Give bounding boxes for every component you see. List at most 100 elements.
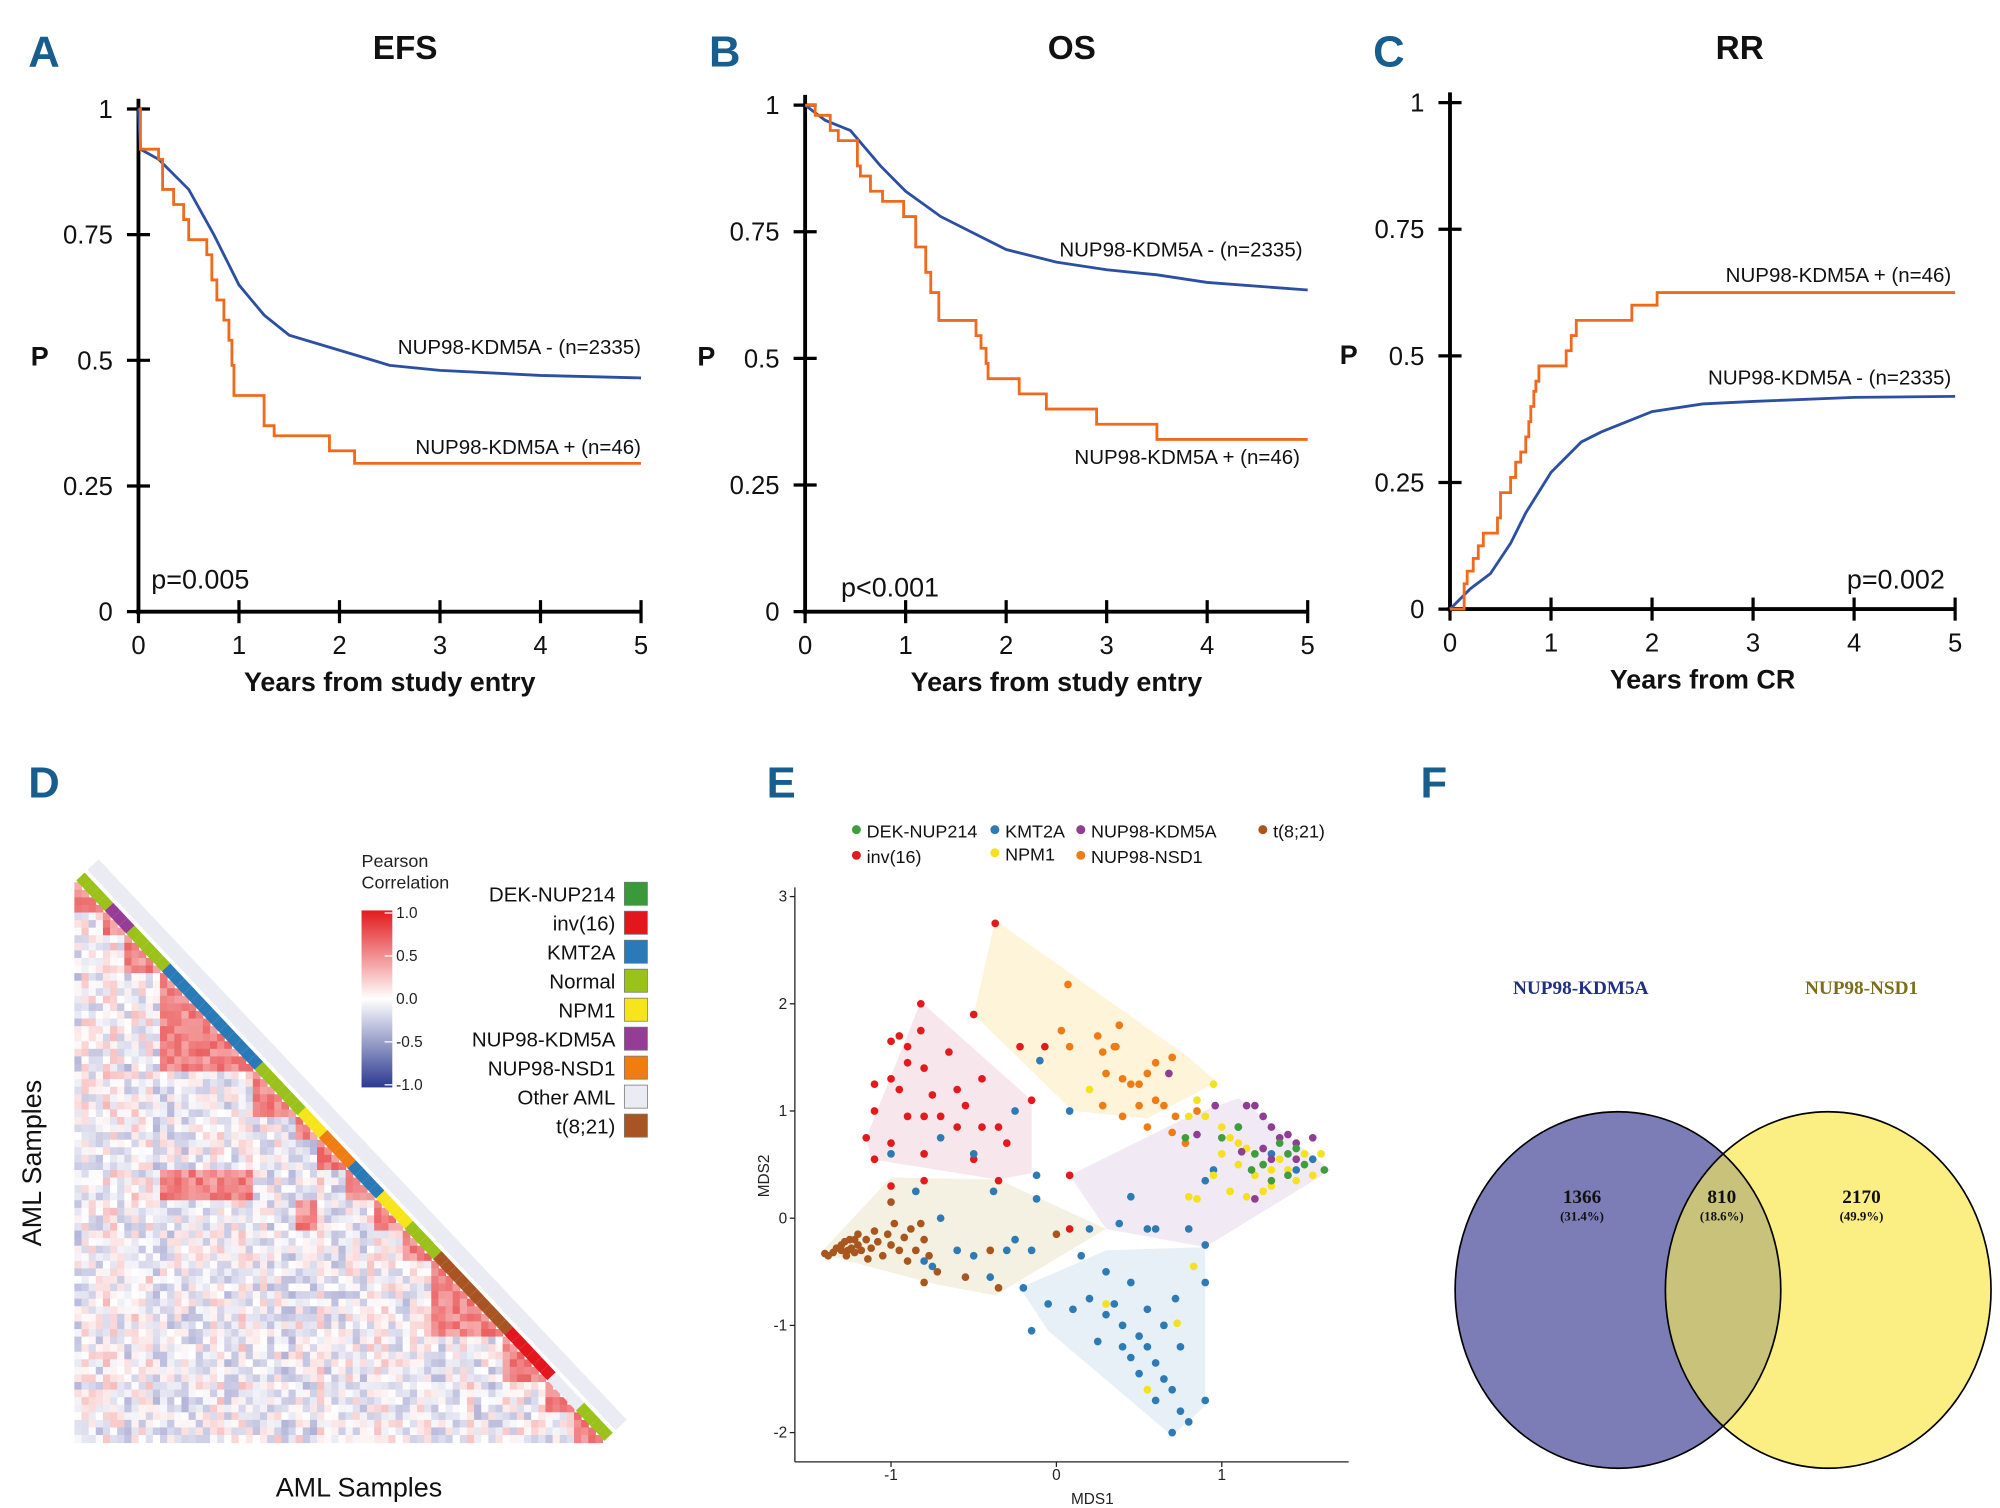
heatmap-cell (202, 1018, 211, 1027)
annotation-band-cell (533, 1357, 549, 1373)
annotation-band-other (273, 1056, 292, 1075)
heatmap-cell (459, 1412, 468, 1421)
heatmap-cell (466, 1344, 475, 1353)
annotation-band-other (422, 1215, 442, 1234)
heatmap-cell (152, 1003, 161, 1012)
annotation-band-other (515, 1313, 535, 1332)
heatmap-cell (502, 1412, 511, 1421)
panel-label-b: B (709, 29, 740, 77)
heatmap-cell (509, 1382, 518, 1391)
heatmap-cell (274, 1245, 282, 1254)
heatmap-cell (188, 1018, 197, 1027)
heatmap-cell (267, 1366, 275, 1375)
heatmap-cell (288, 1404, 297, 1413)
heatmap-cell (274, 1162, 282, 1171)
heatmap-cell (295, 1207, 304, 1216)
heatmap-cell (566, 1404, 575, 1413)
heatmap-cell (338, 1412, 347, 1421)
heatmap-cell (352, 1389, 361, 1398)
panel-c-title: RR (1716, 30, 1764, 67)
heatmap-cell (138, 1010, 147, 1020)
heatmap-cell (309, 1382, 318, 1391)
heatmap-cell (302, 1162, 311, 1171)
heatmap-cell (88, 950, 97, 959)
heatmap-cell (524, 1374, 532, 1383)
heatmap-cell (209, 1139, 218, 1148)
heatmap-cell (195, 1419, 204, 1428)
panel-label-a: A (28, 29, 59, 77)
heatmap-cell (74, 1010, 83, 1020)
heatmap-cell (152, 1116, 161, 1126)
heatmap-cell (231, 1260, 240, 1269)
heatmap-cell (95, 1154, 104, 1163)
heatmap-cell (359, 1260, 368, 1269)
heatmap-cell (309, 1435, 318, 1444)
heatmap-cell (138, 1389, 147, 1398)
heatmap-cell (352, 1366, 361, 1375)
heatmap-cell (281, 1185, 290, 1194)
heatmap-cell (188, 1245, 197, 1254)
data-point (1151, 1359, 1160, 1367)
heatmap-cell (267, 1132, 275, 1141)
heatmap-cell (224, 1215, 232, 1224)
annotation-band-other (294, 1078, 313, 1098)
annotation-band-cell (354, 1167, 371, 1184)
heatmap-cell (267, 1374, 275, 1383)
x-tick-label: 2 (332, 632, 346, 660)
heatmap-cell (124, 942, 132, 951)
heatmap-cell (352, 1351, 361, 1360)
heatmap-cell (424, 1412, 432, 1421)
heatmap-cell (138, 1207, 147, 1216)
heatmap-cell (81, 1344, 90, 1353)
heatmap-cell (131, 1177, 140, 1186)
heatmap-cell (281, 1245, 290, 1254)
heatmap-cell (188, 1260, 197, 1269)
heatmap-cell (181, 1238, 190, 1247)
heatmap-cell (209, 1056, 218, 1065)
heatmap-cell (252, 1321, 261, 1330)
heatmap-cell (217, 1086, 225, 1095)
heatmap-cell (474, 1321, 482, 1330)
heatmap-cell (388, 1351, 397, 1360)
heatmap-cell (245, 1382, 254, 1391)
data-point (1247, 1166, 1256, 1174)
heatmap-cell (302, 1132, 311, 1141)
heatmap-cell (124, 1177, 132, 1186)
heatmap-cell (274, 1276, 282, 1285)
heatmap-cell (259, 1139, 268, 1148)
heatmap-cell (131, 1079, 140, 1088)
heatmap-cell (245, 1276, 254, 1285)
data-point (890, 1219, 899, 1228)
heatmap-cell (452, 1291, 461, 1300)
series-NPM1 (1085, 1080, 1325, 1394)
legend-swatch (623, 1055, 648, 1080)
heatmap-cell (309, 1344, 318, 1353)
y-tick-label: -2 (774, 1425, 788, 1442)
data-point (900, 1233, 909, 1242)
heatmap-cell (302, 1435, 311, 1444)
heatmap-cell (181, 1245, 190, 1254)
heatmap-cell (160, 1200, 168, 1209)
heatmap-cell (102, 1215, 111, 1224)
heatmap-cell (74, 1177, 83, 1186)
data-point (1308, 1171, 1317, 1180)
curve-label: NUP98-KDM5A + (n=46) (415, 436, 641, 459)
heatmap-cell (145, 1207, 154, 1216)
heatmap-cell (152, 1404, 161, 1413)
heatmap-cell (138, 1427, 147, 1436)
cluster-hull (973, 920, 1217, 1119)
heatmap-cell (516, 1382, 525, 1391)
heatmap-cell (124, 1147, 132, 1156)
heatmap-cell (167, 1404, 175, 1413)
heatmap-cell (102, 1177, 111, 1186)
heatmap-cell (238, 1109, 247, 1118)
heatmap-cell (81, 897, 90, 906)
heatmap-cell (338, 1374, 347, 1383)
heatmap-cell (416, 1291, 425, 1300)
heatmap-cell (195, 1132, 204, 1141)
heatmap-cell (502, 1427, 511, 1436)
heatmap-cell (267, 1283, 275, 1292)
heatmap-cell (81, 1200, 90, 1209)
heatmap-cell (217, 1321, 225, 1330)
heatmap-cell (217, 1048, 225, 1057)
